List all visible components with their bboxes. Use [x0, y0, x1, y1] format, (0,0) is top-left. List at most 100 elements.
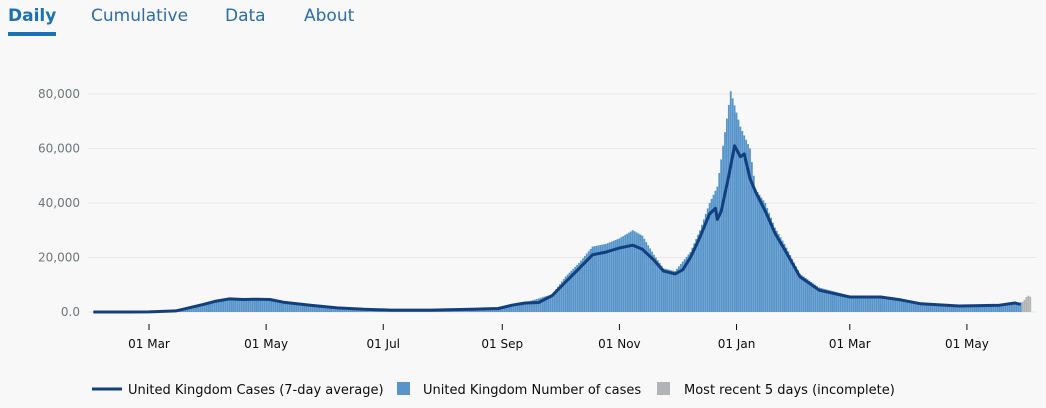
- case-bar: [875, 295, 878, 312]
- case-bar: [848, 295, 851, 312]
- case-bar: [681, 261, 684, 312]
- case-bar: [510, 305, 513, 312]
- case-bar: [664, 268, 667, 312]
- case-bar: [962, 305, 964, 312]
- case-bar: [209, 301, 212, 312]
- case-bar: [599, 245, 602, 312]
- case-bar: [706, 208, 709, 312]
- case-bar: [929, 303, 932, 312]
- case-bar: [898, 298, 901, 312]
- case-bar: [606, 243, 609, 312]
- case-bar: [595, 245, 598, 312]
- x-tick-label: 01 Mar: [128, 337, 170, 351]
- tab-cumulative[interactable]: Cumulative: [91, 6, 189, 26]
- case-bar: [906, 300, 909, 312]
- case-bar: [251, 298, 254, 312]
- case-bar: [747, 144, 749, 312]
- case-bar: [714, 190, 717, 312]
- case-bar: [199, 304, 202, 312]
- case-bar: [583, 255, 586, 312]
- case-bar: [935, 304, 938, 312]
- case-bar: [232, 297, 235, 312]
- case-bar: [222, 298, 225, 312]
- case-bar: [196, 305, 198, 312]
- case-bar: [670, 270, 673, 312]
- case-bar: [557, 286, 559, 312]
- case-bar: [797, 270, 799, 312]
- case-bar: [654, 257, 657, 312]
- case-bar: [825, 289, 828, 312]
- case-bar: [662, 268, 665, 312]
- case-bar: [666, 269, 669, 312]
- tab-daily[interactable]: Daily: [8, 6, 57, 36]
- case-bar: [221, 298, 223, 312]
- case-bar: [894, 297, 897, 312]
- case-bar: [833, 291, 836, 312]
- case-bar: [946, 304, 949, 312]
- case-bar: [969, 305, 972, 312]
- case-bar: [318, 305, 321, 312]
- case-bar: [950, 305, 953, 312]
- case-bar: [881, 295, 884, 312]
- case-bar: [992, 304, 995, 312]
- case-bar: [347, 308, 350, 312]
- y-tick-label: 20,000: [38, 251, 80, 265]
- case-bar: [280, 301, 283, 312]
- case-bar: [244, 298, 246, 312]
- case-bar: [198, 304, 200, 312]
- case-bar: [217, 299, 220, 312]
- case-bar: [192, 306, 195, 312]
- case-bar: [626, 233, 628, 312]
- case-bar: [768, 212, 771, 312]
- case-bar: [689, 252, 692, 312]
- case-bar: [733, 105, 736, 312]
- case-bar: [674, 271, 676, 312]
- case-bar: [528, 301, 531, 312]
- case-bar: [522, 302, 525, 312]
- case-bar: [810, 282, 813, 312]
- case-bar: [777, 234, 780, 312]
- case-bar: [971, 305, 974, 312]
- case-bar: [990, 304, 993, 312]
- case-bar: [309, 304, 312, 312]
- case-bar: [676, 268, 678, 312]
- case-bar: [879, 295, 882, 312]
- case-bar: [927, 303, 930, 312]
- case-bar: [816, 286, 819, 312]
- case-bar: [616, 239, 619, 312]
- case-bar: [322, 306, 325, 312]
- case-bar: [789, 255, 792, 312]
- case-bar: [772, 222, 774, 312]
- case-bar: [591, 246, 594, 312]
- case-bar: [902, 299, 905, 312]
- case-bar: [752, 175, 755, 312]
- tab-data[interactable]: Data: [225, 6, 266, 26]
- case-bar: [566, 274, 569, 312]
- case-bar: [1012, 303, 1014, 312]
- case-bar: [660, 265, 663, 312]
- case-bar: [975, 304, 978, 312]
- incomplete-bar: [1027, 295, 1030, 312]
- case-bar: [704, 213, 707, 312]
- case-bar: [633, 231, 636, 312]
- case-bar: [956, 305, 959, 312]
- case-bar: [342, 307, 344, 312]
- case-bar: [710, 198, 713, 312]
- case-bar: [687, 254, 690, 312]
- case-bar: [845, 294, 847, 312]
- tab-about[interactable]: About: [304, 6, 355, 26]
- case-bar: [219, 299, 221, 312]
- case-bar: [672, 270, 675, 312]
- case-bar: [808, 280, 811, 312]
- case-bar: [923, 303, 926, 312]
- case-bar: [576, 264, 579, 312]
- case-bar: [775, 230, 778, 312]
- case-bar: [726, 118, 728, 313]
- case-bar: [313, 305, 316, 312]
- case-bar: [549, 294, 552, 312]
- case-bar: [301, 303, 304, 312]
- case-bar: [960, 305, 963, 312]
- case-bar: [213, 300, 216, 312]
- case-bar: [332, 307, 335, 312]
- incomplete-bar: [1025, 297, 1028, 312]
